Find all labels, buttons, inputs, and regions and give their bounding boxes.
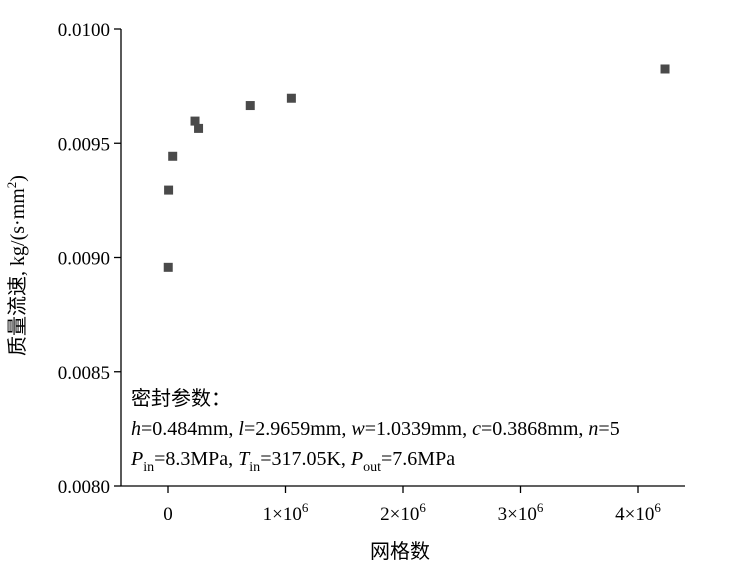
- x-tick-label: 4×106: [615, 500, 661, 525]
- y-tick-label: 0.0100: [58, 20, 110, 41]
- data-points: [163, 64, 670, 272]
- annotation-flow-params: Pin=8.3MPa, Tin=317.05K, Pout=7.6MPa: [130, 448, 455, 475]
- data-point-marker: [168, 151, 178, 161]
- x-tick-label: 1×106: [263, 500, 309, 525]
- annotation-heading: 密封参数：: [131, 387, 231, 410]
- data-point-marker: [163, 262, 173, 272]
- y-axis-title: 质量流速, kg/(s·mm2): [4, 175, 29, 356]
- y-tick-label: 0.0080: [58, 477, 110, 498]
- data-point-marker: [194, 123, 204, 133]
- x-axis-title: 网格数: [370, 540, 430, 563]
- data-point-marker: [245, 101, 255, 111]
- x-tick-label: 3×106: [498, 500, 544, 525]
- ticks: 0 1×106 2×106 3×106 4×106 0.0080 0.0085 0.0090 0…: [58, 20, 662, 525]
- x-tick-label: 0: [163, 504, 173, 525]
- y-tick-label: 0.0085: [58, 363, 110, 384]
- data-point-marker: [660, 64, 670, 74]
- axis-titles: 网格数 质量流速, kg/(s·mm2): [4, 175, 430, 563]
- annotation-geometry-params: h=0.484mm, l=2.9659mm, w=1.0339mm, c=0.3…: [131, 418, 620, 440]
- data-point-marker: [164, 185, 174, 195]
- y-tick-label: 0.0095: [58, 134, 110, 155]
- y-tick-label: 0.0090: [58, 249, 110, 270]
- data-point-marker: [190, 116, 200, 126]
- data-point-marker: [286, 93, 296, 103]
- x-tick-label: 2×106: [380, 500, 426, 525]
- parameter-annotation: 密封参数： h=0.484mm, l=2.9659mm, w=1.0339mm, …: [130, 387, 620, 475]
